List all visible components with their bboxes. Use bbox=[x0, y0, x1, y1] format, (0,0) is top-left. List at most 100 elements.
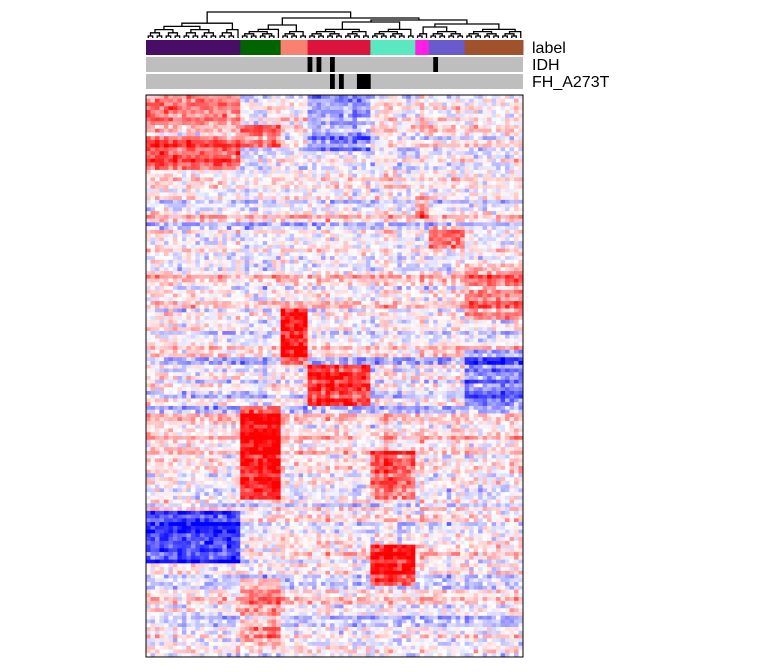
heatmap-cell bbox=[374, 136, 380, 141]
heatmap-cell bbox=[276, 181, 281, 186]
heatmap-cell bbox=[262, 95, 268, 100]
heatmap-cell bbox=[258, 211, 264, 216]
heatmap-cell bbox=[406, 211, 412, 216]
heatmap-cell bbox=[195, 237, 201, 242]
heatmap-cell bbox=[514, 95, 519, 100]
heatmap-cell bbox=[437, 169, 443, 175]
heatmap-cell bbox=[181, 109, 187, 115]
heatmap-cell bbox=[379, 244, 385, 249]
heatmap-cell bbox=[298, 162, 304, 167]
heatmap-cell bbox=[150, 233, 156, 238]
heatmap-cell bbox=[226, 244, 232, 249]
heatmap-cell bbox=[334, 102, 340, 107]
heatmap-cell bbox=[168, 121, 174, 126]
heatmap-cell bbox=[424, 203, 430, 208]
heatmap-cell bbox=[271, 136, 277, 141]
heatmap-cell bbox=[509, 162, 515, 167]
heatmap-cell bbox=[397, 132, 403, 137]
heatmap-cell bbox=[343, 199, 349, 205]
heatmap-cell bbox=[154, 211, 160, 216]
heatmap-cell bbox=[222, 102, 228, 107]
heatmap-cell bbox=[325, 173, 331, 178]
heatmap-cell bbox=[159, 271, 165, 276]
heatmap-cell bbox=[159, 312, 165, 317]
heatmap-cell bbox=[195, 286, 201, 291]
heatmap-cell bbox=[446, 113, 452, 118]
heatmap-cell bbox=[424, 293, 430, 298]
heatmap-cell bbox=[249, 136, 255, 141]
heatmap-cell bbox=[388, 211, 394, 216]
heatmap-cell bbox=[262, 177, 268, 182]
heatmap-cell bbox=[509, 109, 515, 115]
heatmap-cell bbox=[307, 177, 313, 182]
heatmap-cell bbox=[509, 304, 515, 309]
heatmap-cell bbox=[518, 304, 524, 309]
heatmap-cell bbox=[204, 274, 210, 279]
heatmap-cell bbox=[289, 278, 295, 283]
heatmap-cell bbox=[374, 184, 380, 190]
heatmap-cell bbox=[419, 248, 425, 253]
heatmap-cell bbox=[388, 237, 394, 242]
heatmap-cell bbox=[199, 98, 205, 103]
heatmap-cell bbox=[374, 259, 380, 264]
heatmap-cell bbox=[226, 181, 232, 186]
heatmap-cell bbox=[356, 106, 362, 111]
heatmap-cell bbox=[150, 147, 156, 152]
heatmap-cell bbox=[410, 177, 416, 182]
heatmap-cell bbox=[190, 263, 196, 268]
heatmap-cell bbox=[482, 124, 488, 130]
heatmap-cell bbox=[168, 226, 174, 231]
heatmap-cell bbox=[199, 128, 205, 133]
heatmap-cell bbox=[289, 259, 295, 264]
heatmap-cell bbox=[374, 102, 380, 107]
heatmap-cell bbox=[330, 139, 335, 145]
heatmap-cell bbox=[505, 166, 510, 171]
heatmap-cell bbox=[222, 184, 228, 190]
heatmap-cell bbox=[217, 241, 223, 246]
heatmap-cell bbox=[518, 293, 524, 298]
heatmap-cell bbox=[146, 154, 151, 160]
heatmap-cell bbox=[276, 218, 281, 223]
heatmap-cell bbox=[509, 207, 515, 212]
heatmap-cell bbox=[307, 271, 313, 276]
heatmap-cell bbox=[307, 158, 313, 163]
heatmap-cell bbox=[509, 196, 515, 201]
heatmap-cell bbox=[428, 226, 434, 231]
heatmap-cell bbox=[496, 109, 501, 115]
heatmap-cell bbox=[181, 237, 187, 242]
heatmap-cell bbox=[154, 117, 160, 122]
heatmap-cell bbox=[442, 162, 448, 167]
heatmap-cell bbox=[316, 128, 322, 133]
heatmap-cell bbox=[150, 248, 156, 253]
heatmap-cell bbox=[195, 136, 201, 141]
heatmap-cell bbox=[262, 113, 268, 118]
track-fh-a273t-mark bbox=[338, 74, 344, 89]
heatmap-cell bbox=[276, 304, 281, 309]
heatmap-cell bbox=[338, 128, 344, 133]
heatmap-cell bbox=[415, 244, 421, 249]
heatmap-cell bbox=[365, 241, 371, 246]
heatmap-cell bbox=[496, 102, 501, 107]
heatmap-cell bbox=[460, 259, 466, 264]
heatmap-cell bbox=[186, 233, 192, 238]
heatmap-cell bbox=[280, 289, 286, 294]
heatmap-cell bbox=[150, 199, 156, 205]
heatmap-cell bbox=[253, 233, 259, 238]
heatmap-cell bbox=[370, 147, 376, 152]
heatmap-cell bbox=[442, 203, 448, 208]
heatmap-cell bbox=[253, 192, 259, 197]
heatmap-cell bbox=[388, 166, 394, 171]
heatmap-cell bbox=[280, 244, 286, 249]
heatmap-cell bbox=[240, 173, 246, 178]
heatmap-cell bbox=[496, 203, 501, 208]
heatmap-cell bbox=[347, 233, 353, 238]
heatmap-cell bbox=[455, 181, 461, 186]
heatmap-cell bbox=[312, 128, 317, 133]
heatmap-cell bbox=[473, 241, 479, 246]
heatmap-cell bbox=[222, 312, 228, 317]
heatmap-cell bbox=[177, 271, 183, 276]
heatmap-cell bbox=[419, 203, 425, 208]
heatmap-cell bbox=[491, 244, 497, 249]
heatmap-cell bbox=[222, 109, 228, 115]
heatmap-cell bbox=[240, 151, 246, 156]
